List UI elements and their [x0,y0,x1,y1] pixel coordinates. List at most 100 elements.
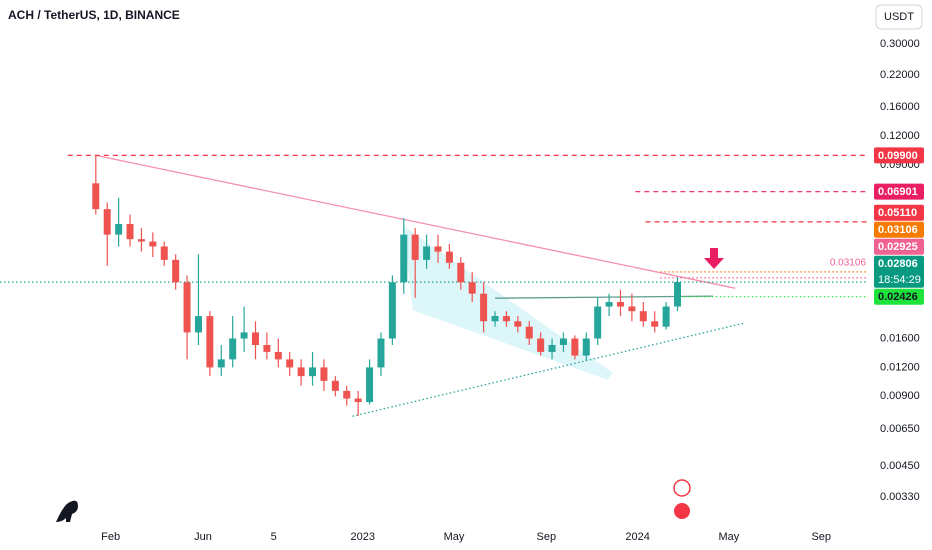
y-tick-label: 0.00650 [880,423,920,435]
price-label: 0.02925 [878,241,918,253]
price-label: 0.06901 [878,186,918,198]
candle-body [502,316,510,322]
price-label: 0.02806 [878,258,918,270]
y-tick-label: 0.01200 [880,361,920,373]
y-tick-label: 0.30000 [880,38,920,50]
candle-body [480,293,488,322]
level-annotation: 0.03106 [830,258,867,269]
flag-icon[interactable] [674,503,690,519]
candle-body [320,367,328,381]
y-tick-label: 0.22000 [880,69,920,81]
candle-body [240,332,248,339]
candle-body [662,306,670,327]
candle-body [423,246,431,260]
candle-body [445,251,453,263]
candle-body [286,359,294,368]
candle-body [411,234,419,260]
y-tick-label: 0.00330 [880,491,920,503]
event-icon[interactable] [673,479,691,497]
trendline [352,322,744,417]
candle-body [217,359,225,368]
candle-body [457,262,465,283]
candle-body [559,338,567,345]
candle-body [514,321,522,327]
overlay: 0.09900 0.06901 0.05110 0.03106 0.02925 0.028… [874,147,924,305]
candle-body [605,302,613,307]
candle-body [582,338,590,356]
x-tick-label: 2023 [350,531,374,543]
candle-body [468,282,476,294]
x-tick-label: Jun [194,531,212,543]
price-label-bg [874,238,924,255]
candle-body [172,259,180,283]
candle-body [206,316,214,368]
candle-body [366,367,374,403]
candle-body [126,224,134,240]
y-tick-label: 0.00900 [880,390,920,402]
trendline [95,154,736,289]
candle-body [263,344,271,352]
candle-body [297,367,305,377]
candle-body [343,390,351,399]
candle-body [616,302,624,307]
candles [92,155,682,416]
drawings: 0.300000.220000.160000.120000.090000.045… [0,38,920,543]
candle-body [194,316,202,333]
candle-body [149,241,157,247]
price-label-bg [874,221,924,238]
candle-body [274,351,282,360]
x-tick-label: Sep [811,531,831,543]
candle-body [251,332,259,345]
price-label: 0.09900 [878,150,918,162]
y-tick-label: 0.01600 [880,332,920,344]
price-label-bg [874,147,924,164]
candle-body [594,306,602,339]
candle-body [160,246,168,260]
price-label-bg [874,288,924,305]
y-tick-label: 0.16000 [880,101,920,113]
x-tick-label: Sep [537,531,557,543]
candle-body [137,239,145,242]
candle-body [548,344,556,352]
price-label-bg [874,255,924,288]
candle-body [183,282,191,333]
currency-button[interactable] [875,4,923,30]
x-tick-label: Feb [101,531,120,543]
candle-body [331,380,339,391]
price-label-bg [874,183,924,200]
candle-body [103,209,111,235]
candle-body [400,234,408,283]
candle-body [571,338,579,356]
x-tick-label: May [444,531,465,543]
y-tick-label: 0.00450 [880,460,920,472]
candle-body [377,338,385,368]
candle-body [354,398,362,403]
channel [402,225,613,380]
currency-label[interactable]: USDT [884,11,914,23]
candle-body [491,316,499,322]
x-tick-label: May [718,531,739,543]
candle-body [229,338,237,360]
price-label-bg [874,204,924,221]
arrow-icon [704,248,724,269]
price-label: 0.02426 [878,291,918,303]
candle-body [537,338,545,352]
candle-body [628,306,636,312]
price-label: 0.03106 [878,224,918,236]
candle-body [639,311,647,322]
candle-body [674,282,682,307]
logo [56,500,78,522]
price-label: 0.05110 [878,207,917,219]
symbol-title: ACH / TetherUS, 1D, BINANCE [8,8,180,22]
x-tick-label: 5 [271,531,277,543]
candle-body [115,224,123,235]
y-tick-label: 0.12000 [880,130,920,142]
candle-body [309,367,317,377]
candle-body [92,183,100,210]
candle-body [525,326,533,339]
candle-body [434,246,442,252]
x-tick-label: 2024 [625,531,649,543]
candle-body [651,321,659,327]
